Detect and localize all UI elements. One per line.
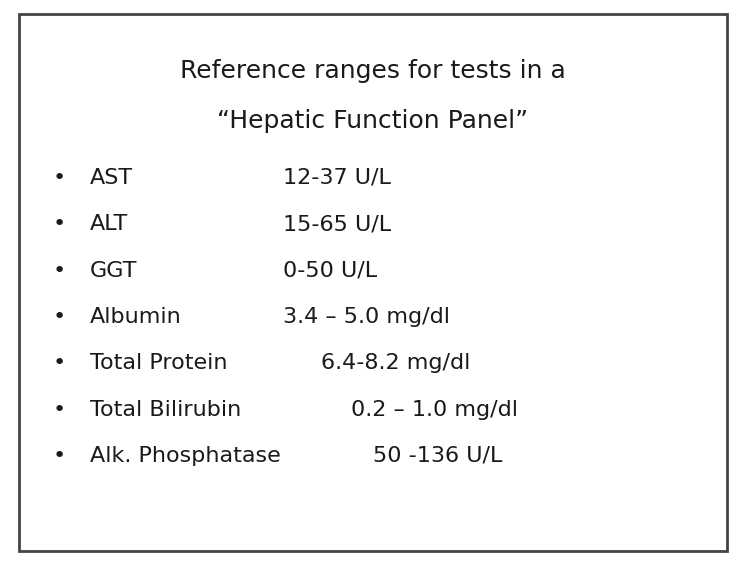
Text: •: •	[53, 168, 66, 188]
Text: 3.4 – 5.0 mg/dl: 3.4 – 5.0 mg/dl	[283, 307, 451, 327]
Text: AST: AST	[90, 168, 133, 188]
Text: Total Bilirubin: Total Bilirubin	[90, 399, 241, 420]
Text: •: •	[53, 399, 66, 420]
Text: Alk. Phosphatase: Alk. Phosphatase	[90, 446, 280, 466]
Text: 12-37 U/L: 12-37 U/L	[283, 168, 392, 188]
FancyBboxPatch shape	[19, 14, 727, 551]
Text: •: •	[53, 214, 66, 234]
Text: “Hepatic Function Panel”: “Hepatic Function Panel”	[217, 110, 529, 133]
Text: •: •	[53, 307, 66, 327]
Text: GGT: GGT	[90, 260, 137, 281]
Text: Total Protein: Total Protein	[90, 353, 227, 373]
Text: 0-50 U/L: 0-50 U/L	[283, 260, 377, 281]
Text: •: •	[53, 446, 66, 466]
Text: Albumin: Albumin	[90, 307, 181, 327]
Text: •: •	[53, 353, 66, 373]
Text: •: •	[53, 260, 66, 281]
Text: ALT: ALT	[90, 214, 128, 234]
Text: Reference ranges for tests in a: Reference ranges for tests in a	[180, 59, 566, 82]
Text: 15-65 U/L: 15-65 U/L	[283, 214, 392, 234]
Text: 6.4-8.2 mg/dl: 6.4-8.2 mg/dl	[321, 353, 470, 373]
Text: 50 -136 U/L: 50 -136 U/L	[373, 446, 502, 466]
Text: 0.2 – 1.0 mg/dl: 0.2 – 1.0 mg/dl	[351, 399, 518, 420]
